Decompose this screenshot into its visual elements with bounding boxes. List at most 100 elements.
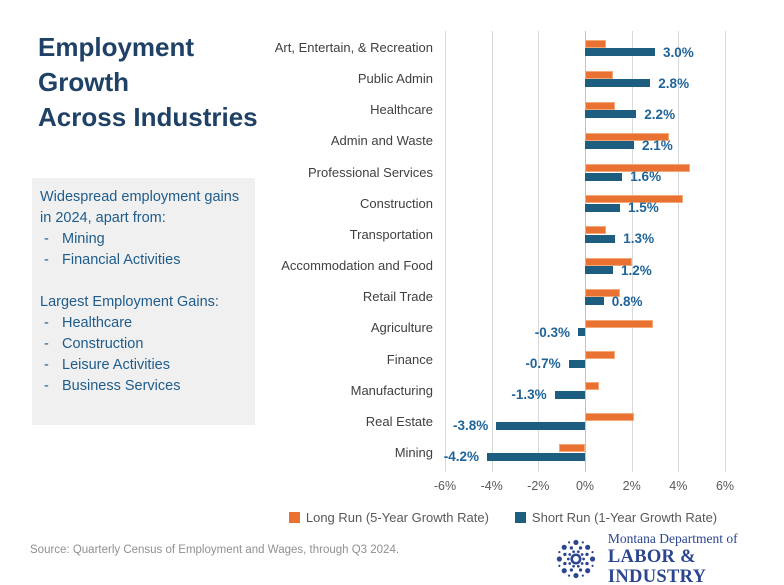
bar-value-label: -1.3% <box>511 387 547 403</box>
logo-text: Montana Department of LABOR & INDUSTRY <box>608 531 784 585</box>
long-run-bar <box>585 382 599 391</box>
page-title: Employment Growth Across Industries <box>38 30 268 135</box>
long-run-bar <box>585 132 669 141</box>
long-run-bar <box>585 351 616 359</box>
note-list-item: - Construction <box>40 334 247 355</box>
short-run-bar <box>585 203 620 212</box>
long-run-bar <box>585 257 632 266</box>
title-line-2: Growth <box>38 67 129 97</box>
x-axis-tick-label: 4% <box>669 479 688 493</box>
long-run-bar <box>585 164 690 173</box>
note-list-item-label: Leisure Activities <box>62 357 170 373</box>
chart-legend: Long Run (5-Year Growth Rate) Short Run (… <box>236 508 770 526</box>
bar-value-label: 2.1% <box>642 137 673 153</box>
short-run-bar <box>554 390 585 399</box>
x-axis-tick-label: 2% <box>622 479 641 493</box>
logo-dept-line: Montana Department of <box>607 531 738 546</box>
title-line-1: Employment <box>38 32 195 62</box>
bar-value-label: 2.8% <box>658 75 690 91</box>
legend-item-label: Long Run (5-Year Growth Rate) <box>305 509 489 525</box>
short-run-bar <box>496 421 585 430</box>
x-axis-tick-label: -2% <box>527 479 550 493</box>
note-list-item: - Business Services <box>40 376 247 397</box>
note-list-item: - Leisure Activities <box>40 355 247 376</box>
short-run-bar <box>585 110 637 119</box>
long-run-bar <box>585 195 683 204</box>
note-list-item: - Financial Activities <box>40 250 247 271</box>
bar-value-label: 0.8% <box>611 293 643 309</box>
list-dash: - <box>44 336 49 352</box>
note-paragraph-2: Largest Employment Gains: <box>40 294 219 310</box>
note-list-item-label: Healthcare <box>62 315 133 331</box>
category-label: Real Estate <box>365 413 433 429</box>
category-label: Accommodation and Food <box>281 258 433 274</box>
short-run-bar <box>578 328 585 337</box>
title-line-3: Across Industries <box>38 102 258 132</box>
note-list-item: - Healthcare <box>40 313 247 334</box>
long-run-bar <box>585 319 653 328</box>
category-label: Public Admin <box>357 71 433 87</box>
note-list-item-label: Mining <box>62 231 105 247</box>
legend-item: Short Run (1-Year Growth Rate) <box>514 509 718 525</box>
category-label: Construction <box>360 195 433 211</box>
list-dash: - <box>44 378 49 394</box>
annotation-box: Widespread employment gains in 2024, apa… <box>32 178 255 425</box>
short-run-bar <box>585 141 634 150</box>
bar-value-label: 3.0% <box>663 44 694 60</box>
montana-dli-logo-icon <box>556 539 596 579</box>
bar-value-label: -0.3% <box>534 324 570 340</box>
long-run-bar <box>585 70 613 79</box>
long-run-bar <box>585 101 616 110</box>
x-axis-tick-label: 6% <box>715 479 735 493</box>
long-run-bar <box>585 413 634 422</box>
category-label: Manufacturing <box>350 382 433 398</box>
legend-item-label: Short Run (1-Year Growth Rate) <box>531 509 718 525</box>
montana-dli-logo: Montana Department of LABOR & INDUSTRY <box>552 531 784 585</box>
long-run-bar <box>585 39 606 48</box>
logo-name-line: LABOR & INDUSTRY <box>607 547 707 585</box>
bar-value-label: -3.8% <box>453 418 489 434</box>
short-run-bar <box>585 297 604 306</box>
legend-swatch-icon <box>288 511 300 523</box>
short-run-bar <box>585 234 616 243</box>
bar-value-label: 1.2% <box>621 262 652 278</box>
gridline <box>725 31 726 472</box>
list-dash: - <box>44 315 49 331</box>
bar-value-label: 1.5% <box>628 200 659 216</box>
short-run-bar <box>585 79 651 88</box>
legend-swatch-icon <box>514 511 526 523</box>
gridline <box>491 31 493 472</box>
gridline <box>538 31 540 472</box>
x-axis-tick-label: -6% <box>433 479 457 493</box>
source-note: Source: Quarterly Census of Employment a… <box>30 544 400 556</box>
note-list-item-label: Construction <box>62 336 144 352</box>
category-label: Finance <box>386 351 433 367</box>
x-axis-tick-label: 0% <box>575 479 595 493</box>
short-run-bar <box>585 48 655 56</box>
long-run-bar <box>585 226 606 235</box>
short-run-bar <box>487 452 585 461</box>
gridline <box>445 31 446 472</box>
category-label: Retail Trade <box>362 289 433 305</box>
short-run-bar <box>585 266 613 274</box>
long-run-bar <box>585 288 620 297</box>
category-label: Agriculture <box>370 320 433 336</box>
gridline <box>585 31 586 472</box>
note-list-item-label: Business Services <box>62 378 181 394</box>
list-dash: - <box>44 252 49 268</box>
category-label: Healthcare <box>370 102 433 118</box>
list-dash: - <box>44 357 49 373</box>
gridline <box>678 31 680 472</box>
note-list-item-label: Financial Activities <box>62 252 181 268</box>
bar-value-label: -4.2% <box>443 449 479 465</box>
x-axis-tick-label: -4% <box>480 479 503 493</box>
note-list-1: - Mining - Financial Activities <box>40 229 247 271</box>
bar-value-label: -0.7% <box>525 356 561 371</box>
short-run-bar <box>585 172 623 181</box>
bar-value-label: 1.3% <box>623 231 655 247</box>
short-run-bar <box>568 359 585 368</box>
note-list-item: - Mining <box>40 229 247 250</box>
category-label: Admin and Waste <box>330 133 433 149</box>
category-label: Art, Entertain, & Recreation <box>274 40 433 55</box>
category-label: Mining <box>394 444 433 460</box>
